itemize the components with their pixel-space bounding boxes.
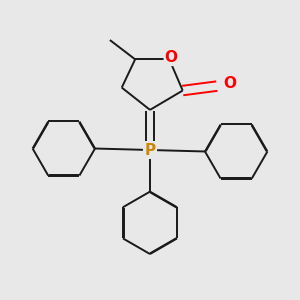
Text: P: P	[144, 142, 156, 158]
Text: O: O	[224, 76, 237, 91]
Text: O: O	[164, 50, 177, 65]
